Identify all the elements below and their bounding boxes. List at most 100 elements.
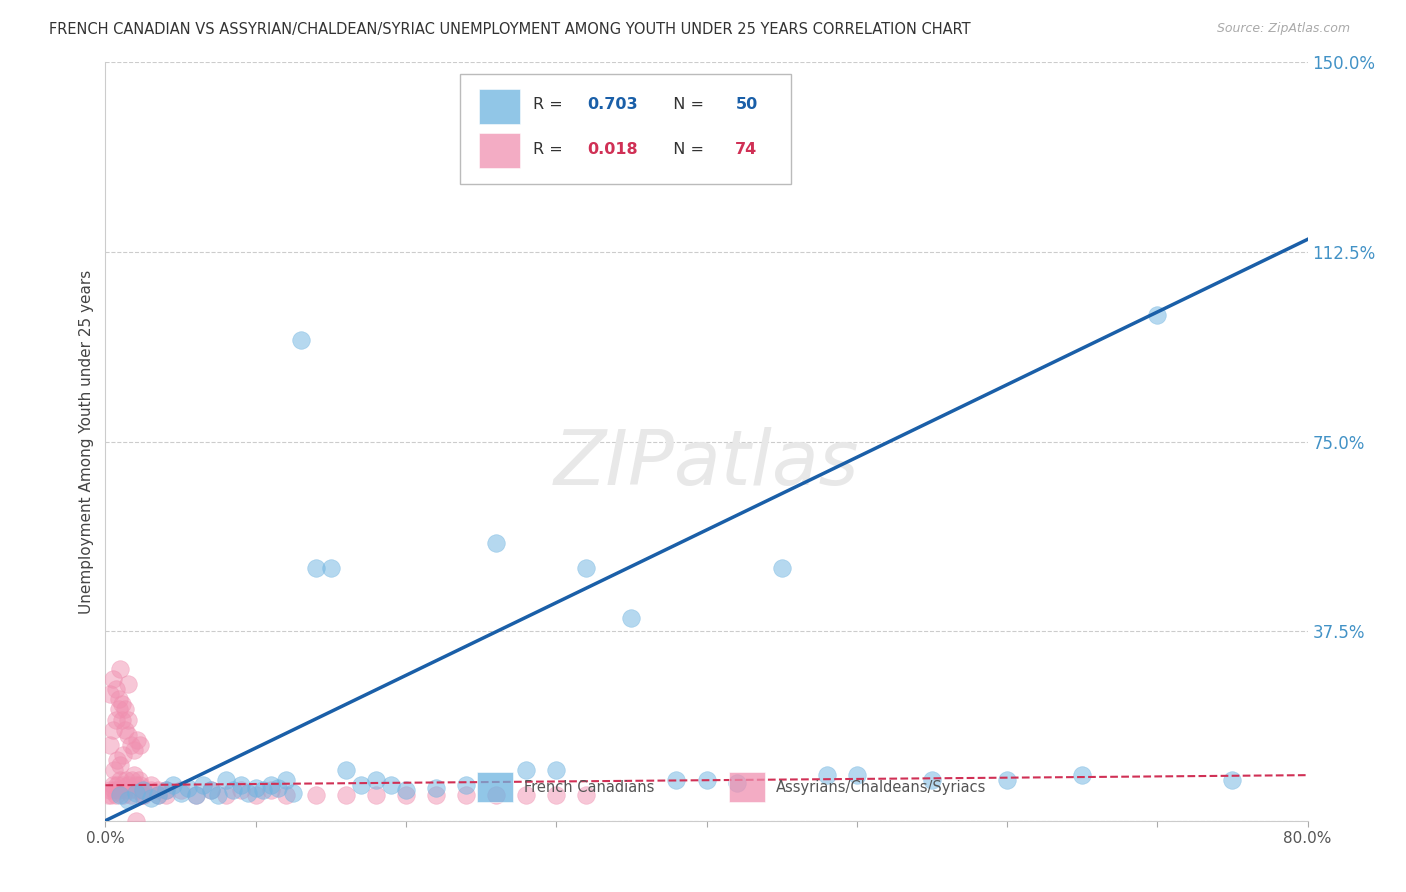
Point: [111, 713, 134, 727]
Point: [665, 773, 688, 788]
Point: [117, 713, 139, 727]
Point: [114, 702, 136, 716]
Point: [120, 738, 142, 752]
Point: [132, 789, 155, 803]
Point: [108, 702, 131, 716]
Point: [207, 789, 229, 803]
Point: [108, 783, 131, 797]
Point: [620, 611, 643, 625]
Point: [129, 778, 152, 792]
Point: [245, 780, 267, 795]
Text: N =: N =: [664, 96, 710, 112]
Y-axis label: Unemployment Among Youth under 25 years: Unemployment Among Youth under 25 years: [79, 269, 94, 614]
Text: R =: R =: [533, 142, 568, 157]
Point: [117, 728, 139, 742]
Point: [103, 763, 125, 777]
Point: [108, 692, 131, 706]
Point: [267, 780, 290, 795]
Point: [335, 789, 357, 803]
Point: [112, 747, 135, 762]
Point: [229, 778, 252, 792]
FancyBboxPatch shape: [460, 74, 790, 184]
Point: [97, 789, 120, 803]
Point: [191, 778, 214, 792]
Point: [124, 814, 146, 828]
Point: [395, 783, 418, 797]
Point: [114, 723, 136, 737]
Point: [425, 789, 447, 803]
Text: 50: 50: [735, 96, 758, 112]
Point: [1071, 768, 1094, 782]
Point: [125, 783, 148, 797]
Point: [125, 732, 148, 747]
Point: [100, 789, 122, 803]
Point: [319, 561, 342, 575]
Point: [122, 743, 145, 757]
Point: [260, 783, 283, 797]
Point: [283, 786, 305, 800]
Point: [104, 682, 127, 697]
Point: [132, 783, 155, 797]
Point: [485, 535, 508, 549]
Point: [229, 783, 252, 797]
Point: [139, 783, 162, 797]
Point: [214, 789, 236, 803]
Point: [111, 778, 134, 792]
Point: [118, 783, 141, 797]
Point: [120, 789, 142, 803]
FancyBboxPatch shape: [730, 772, 765, 803]
Point: [921, 773, 943, 788]
Point: [200, 783, 222, 797]
Point: [575, 789, 598, 803]
Point: [122, 768, 145, 782]
Point: [146, 789, 169, 803]
Text: 0.018: 0.018: [588, 142, 638, 157]
Point: [107, 753, 129, 767]
Point: [380, 778, 402, 792]
Point: [845, 768, 868, 782]
Point: [128, 773, 150, 788]
Text: French Canadians: French Canadians: [524, 780, 654, 795]
Point: [98, 687, 121, 701]
Point: [546, 763, 568, 777]
Point: [177, 780, 200, 795]
Point: [132, 789, 155, 803]
Point: [110, 662, 132, 676]
Point: [546, 789, 568, 803]
Text: N =: N =: [664, 142, 710, 157]
Point: [200, 783, 222, 797]
Point: [485, 789, 508, 803]
Point: [456, 778, 478, 792]
Point: [995, 773, 1018, 788]
Point: [124, 778, 146, 792]
Text: Source: ZipAtlas.com: Source: ZipAtlas.com: [1216, 22, 1350, 36]
Point: [103, 783, 125, 797]
Point: [395, 789, 418, 803]
Point: [364, 773, 387, 788]
Point: [112, 789, 135, 803]
Point: [101, 778, 124, 792]
Point: [425, 780, 447, 795]
Point: [305, 789, 328, 803]
Point: [1146, 308, 1168, 322]
Text: 0.703: 0.703: [588, 96, 638, 112]
Point: [184, 789, 207, 803]
Point: [575, 561, 598, 575]
Point: [114, 783, 136, 797]
Text: Assyrians/Chaldeans/Syriacs: Assyrians/Chaldeans/Syriacs: [776, 780, 987, 795]
Point: [146, 783, 169, 797]
Point: [456, 789, 478, 803]
Point: [107, 778, 129, 792]
Point: [98, 738, 121, 752]
FancyBboxPatch shape: [479, 133, 520, 169]
Point: [725, 776, 748, 790]
Point: [515, 763, 537, 777]
Point: [101, 723, 124, 737]
Point: [131, 783, 153, 797]
Point: [104, 789, 127, 803]
Point: [146, 789, 169, 803]
Point: [129, 738, 152, 752]
Point: [101, 672, 124, 686]
Point: [110, 789, 132, 803]
Point: [139, 778, 162, 792]
